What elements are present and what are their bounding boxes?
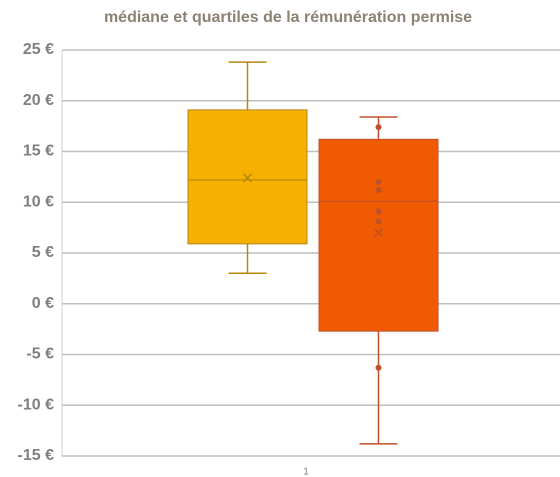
x-tick-label: 1: [303, 467, 309, 477]
point: [375, 178, 382, 185]
y-tick-label: -15 €: [18, 447, 55, 464]
point: [375, 208, 382, 215]
box: [318, 138, 439, 332]
point: [375, 364, 382, 371]
y-tick-label: -5 €: [26, 346, 54, 363]
y-tick-label: 0 €: [32, 295, 54, 312]
y-tick-label: 5 €: [32, 244, 54, 261]
y-tick-label: 25 €: [23, 41, 54, 58]
point: [375, 218, 382, 225]
point: [375, 187, 382, 194]
mean-marker: [242, 173, 253, 183]
y-tick-label: 10 €: [23, 193, 54, 210]
mean-marker: [373, 228, 384, 238]
y-tick-label: 20 €: [23, 92, 54, 109]
y-tick-label: -10 €: [18, 396, 55, 413]
chart-title: médiane et quartiles de la rémunération …: [104, 9, 472, 26]
point: [375, 124, 382, 131]
y-tick-label: 15 €: [23, 143, 54, 160]
